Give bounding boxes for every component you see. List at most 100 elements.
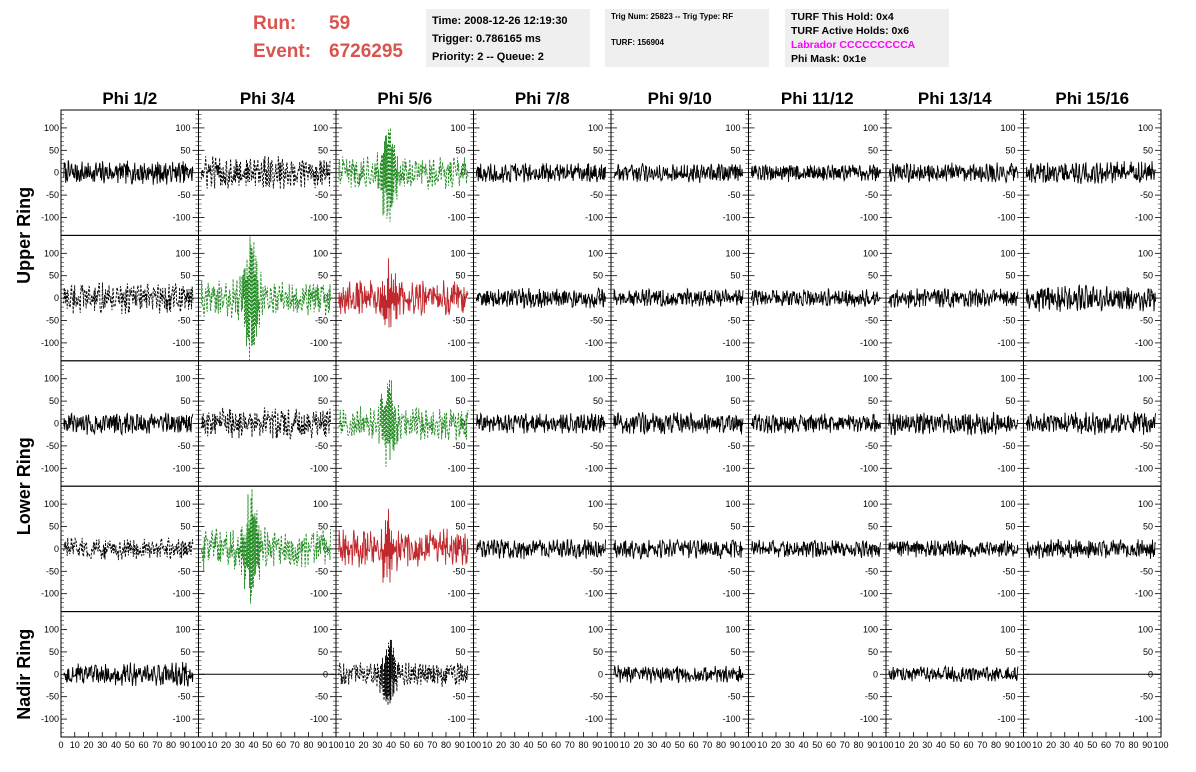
y-tick-label: 50 xyxy=(868,647,878,657)
y-tick-label: 50 xyxy=(730,522,740,532)
y-tick-label: 100 xyxy=(450,374,465,384)
y-tick-label: -50 xyxy=(46,190,59,200)
waveform-trace xyxy=(750,539,881,558)
y-tick-label: 50 xyxy=(1005,145,1015,155)
y-tick-label: -50 xyxy=(452,441,465,451)
column-header-8: Phi 15/16 xyxy=(1055,89,1129,108)
y-tick-label: -100 xyxy=(997,589,1015,599)
x-tick-label: 90 xyxy=(317,740,327,750)
turf-this-hold-text: TURF This Hold: 0x4 xyxy=(791,11,894,23)
y-tick-label: 50 xyxy=(455,396,465,406)
y-tick-label: -100 xyxy=(447,714,465,724)
y-tick-label: -100 xyxy=(997,212,1015,222)
x-tick-label: 30 xyxy=(510,740,520,750)
waveform-trace xyxy=(1025,411,1156,436)
waveform-trace xyxy=(475,163,606,183)
waveform-trace xyxy=(63,536,194,561)
y-tick-label: 100 xyxy=(175,123,190,133)
y-tick-label: 50 xyxy=(868,145,878,155)
y-tick-label: 50 xyxy=(730,271,740,281)
column-header-6: Phi 11/12 xyxy=(781,89,854,108)
waveform-trace xyxy=(63,160,194,185)
y-tick-label: 50 xyxy=(593,522,603,532)
y-tick-label: -50 xyxy=(177,566,190,576)
x-tick-label: 60 xyxy=(413,740,423,750)
y-tick-label: 100 xyxy=(313,499,328,509)
y-tick-label: -100 xyxy=(41,463,59,473)
x-tick-label: 10 xyxy=(895,740,905,750)
waveform-trace xyxy=(475,538,606,560)
y-tick-label: 50 xyxy=(730,145,740,155)
x-tick-label: 40 xyxy=(248,740,258,750)
x-tick-label: 40 xyxy=(111,740,121,750)
y-tick-label: 100 xyxy=(44,374,59,384)
y-tick-label: 50 xyxy=(180,522,190,532)
x-tick-label: 60 xyxy=(551,740,561,750)
waveform-trace xyxy=(1025,161,1156,185)
phi-mask-text: Phi Mask: 0x1e xyxy=(791,53,867,65)
y-tick-label: 50 xyxy=(49,396,59,406)
y-tick-label: -50 xyxy=(1002,190,1015,200)
column-header-4: Phi 7/8 xyxy=(515,89,570,108)
y-tick-label: 0 xyxy=(54,168,59,178)
y-tick-label: 0 xyxy=(460,669,465,679)
x-tick-label: 60 xyxy=(826,740,836,750)
y-tick-label: -100 xyxy=(172,463,190,473)
y-tick-label: 50 xyxy=(49,145,59,155)
y-tick-label: -50 xyxy=(865,441,878,451)
y-tick-label: -100 xyxy=(172,589,190,599)
y-tick-label: 100 xyxy=(44,248,59,258)
time-text: Time: 2008-12-26 12:19:30 xyxy=(432,15,568,27)
y-tick-label: 0 xyxy=(873,669,878,679)
x-tick-label: 100 xyxy=(191,740,206,750)
y-tick-label: 100 xyxy=(175,374,190,384)
y-tick-label: 50 xyxy=(49,522,59,532)
waveform-trace xyxy=(475,287,606,310)
time-info-box: Time: 2008-12-26 12:19:30 Trigger: 0.786… xyxy=(426,9,590,67)
y-tick-label: -50 xyxy=(727,566,740,576)
y-tick-label: -50 xyxy=(1140,441,1153,451)
x-tick-label: 70 xyxy=(427,740,437,750)
x-tick-label: 20 xyxy=(1046,740,1056,750)
x-tick-label: 10 xyxy=(1032,740,1042,750)
y-tick-label: 50 xyxy=(1143,522,1153,532)
y-tick-label: 100 xyxy=(450,499,465,509)
y-tick-label: 50 xyxy=(868,522,878,532)
y-tick-label: 0 xyxy=(54,293,59,303)
x-tick-label: 70 xyxy=(840,740,850,750)
y-tick-label: 100 xyxy=(863,499,878,509)
y-tick-label: -100 xyxy=(1135,714,1153,724)
y-tick-label: -100 xyxy=(722,212,740,222)
y-tick-label: -50 xyxy=(590,566,603,576)
x-tick-label: 20 xyxy=(358,740,368,750)
waveform-trace xyxy=(750,287,881,308)
y-tick-label: -50 xyxy=(1140,692,1153,702)
column-header-7: Phi 13/14 xyxy=(918,89,992,108)
y-tick-label: 100 xyxy=(1000,499,1015,509)
y-tick-label: -50 xyxy=(727,692,740,702)
y-tick-label: 100 xyxy=(725,499,740,509)
y-tick-label: -50 xyxy=(452,315,465,325)
y-tick-label: -100 xyxy=(585,463,603,473)
ring-label-3: Nadir Ring xyxy=(14,629,34,720)
turf-text: TURF: 156904 xyxy=(611,38,664,47)
x-tick-label: 70 xyxy=(152,740,162,750)
waveform-trace xyxy=(338,258,469,328)
y-tick-label: -50 xyxy=(727,190,740,200)
y-tick-label: -100 xyxy=(447,212,465,222)
ring-label-2: Lower Ring xyxy=(14,437,34,535)
y-tick-label: 100 xyxy=(1000,374,1015,384)
y-tick-label: 100 xyxy=(175,248,190,258)
y-tick-label: 0 xyxy=(598,669,603,679)
y-tick-label: 100 xyxy=(1000,625,1015,635)
x-tick-label: 80 xyxy=(716,740,726,750)
turf-info-box: TURF This Hold: 0x4 TURF Active Holds: 0… xyxy=(785,9,949,67)
x-tick-label: 70 xyxy=(1115,740,1125,750)
y-tick-label: 0 xyxy=(54,544,59,554)
y-tick-label: -100 xyxy=(997,463,1015,473)
y-tick-label: 50 xyxy=(455,145,465,155)
waveform-trace xyxy=(888,664,1019,683)
turf-active-holds-text: TURF Active Holds: 0x6 xyxy=(791,25,910,37)
x-tick-label: 20 xyxy=(83,740,93,750)
waveform-trace xyxy=(888,411,1019,436)
